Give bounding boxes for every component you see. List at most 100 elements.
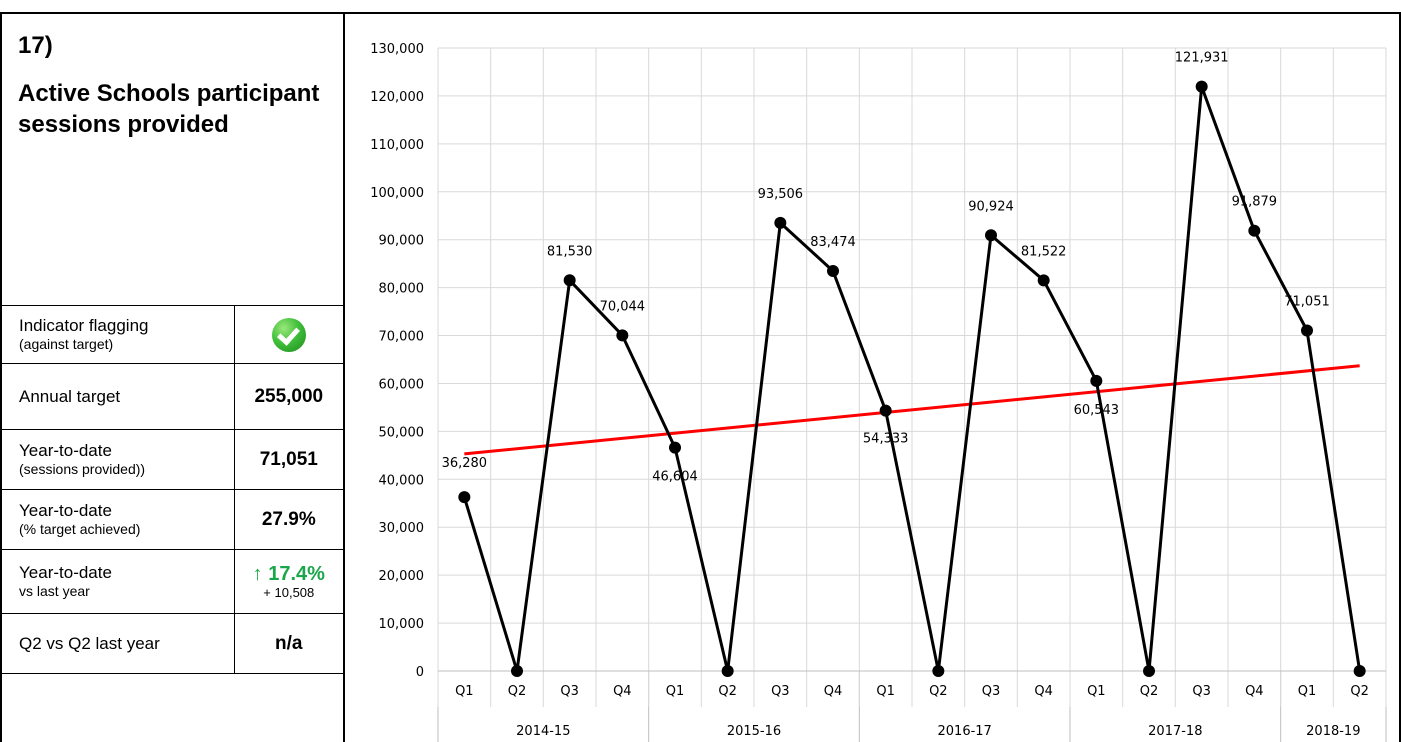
x-tick-label: Q2 xyxy=(1350,684,1369,699)
kpi-ytd-vs-diff: + 10,508 xyxy=(263,584,315,600)
group-label: 2017-18 xyxy=(1148,724,1202,739)
x-tick-label: Q4 xyxy=(824,684,843,699)
kpi-ytd-vs-label: Year-to-date xyxy=(19,563,112,582)
kpi-q2-label: Q2 vs Q2 last year xyxy=(19,633,160,653)
x-tick-label: Q1 xyxy=(1298,684,1317,699)
x-tick-label: Q3 xyxy=(1192,684,1211,699)
indicator-number: 17) xyxy=(18,32,53,59)
kpi-row-annual-target: Annual target 255,000 xyxy=(0,363,345,430)
kpi-annual-target-label: Annual target xyxy=(19,386,121,406)
x-tick-label: Q1 xyxy=(666,684,685,699)
x-tick-label: Q3 xyxy=(560,684,579,699)
kpi-row-ytd-pct: Year-to-date (% target achieved) 27.9% xyxy=(0,489,345,550)
y-tick-label: 40,000 xyxy=(379,473,425,488)
series-line xyxy=(462,85,1362,673)
data-point xyxy=(879,404,892,417)
right-border xyxy=(1399,14,1401,742)
data-label: 46,604 xyxy=(652,470,698,485)
x-tick-label: Q2 xyxy=(929,684,948,699)
y-tick-label: 60,000 xyxy=(379,377,425,392)
data-label: 91,879 xyxy=(1232,195,1278,210)
data-point xyxy=(1353,665,1366,677)
group-label: 2016-17 xyxy=(938,724,992,739)
green-check-icon xyxy=(271,317,306,352)
x-tick-label: Q3 xyxy=(771,684,790,699)
data-point xyxy=(616,329,629,342)
x-tick-label: Q4 xyxy=(613,684,632,699)
x-tick-label: Q4 xyxy=(1034,684,1053,699)
x-tick-label: Q1 xyxy=(1087,684,1106,699)
y-tick-label: 120,000 xyxy=(370,90,424,105)
kpi-ytd-pct-value: 27.9% xyxy=(233,489,345,550)
x-tick-label: Q2 xyxy=(718,684,737,699)
y-tick-label: 70,000 xyxy=(379,330,425,345)
y-tick-label: 10,000 xyxy=(379,617,425,632)
data-point xyxy=(932,665,945,677)
x-tick-label: Q3 xyxy=(982,684,1001,699)
data-label: 121,931 xyxy=(1175,51,1229,66)
y-tick-label: 0 xyxy=(416,665,424,680)
kpi-q2-value: n/a xyxy=(233,613,345,674)
sessions-line-chart: 0 10,000 20,000 30,000 40,000 50,000 60,000 70,… xyxy=(370,42,1387,742)
y-tick-label: 80,000 xyxy=(379,282,425,297)
kpi-ytd-pct-sub: (% target achieved) xyxy=(19,521,141,537)
data-label: 90,924 xyxy=(968,199,1014,214)
kpi-ytd-sessions-label: Year-to-date xyxy=(19,441,112,460)
data-label: 54,333 xyxy=(863,432,909,447)
data-point xyxy=(1195,80,1208,93)
data-point xyxy=(511,665,523,677)
y-tick-label: 50,000 xyxy=(379,425,425,440)
indicator-header: 17) Active Schools participant sessions … xyxy=(18,28,338,140)
kpi-row-ytd-sessions: Year-to-date (sessions provided)) 71,051 xyxy=(0,429,345,490)
indicator-title: Active Schools participant sessions prov… xyxy=(18,80,320,138)
kpi-ytd-vs-change: 17.4% xyxy=(268,562,325,585)
kpi-annual-target-value: 255,000 xyxy=(233,363,345,430)
data-point xyxy=(1301,324,1313,337)
data-point xyxy=(721,665,734,677)
data-point xyxy=(1090,374,1103,387)
data-label: 60,543 xyxy=(1074,403,1120,418)
data-point xyxy=(563,274,576,287)
trendline xyxy=(464,364,1360,456)
data-point xyxy=(1037,274,1050,287)
top-border xyxy=(0,0,1401,14)
y-tick-label: 110,000 xyxy=(370,138,424,153)
data-point xyxy=(774,216,787,229)
kpi-ytd-sessions-sub: (sessions provided)) xyxy=(19,461,146,477)
data-label: 83,474 xyxy=(810,235,856,250)
kpi-flagging-label: Indicator flagging xyxy=(19,316,149,335)
kpi-flagging-sub: (against target) xyxy=(19,336,114,352)
x-tick-label: Q1 xyxy=(876,684,895,699)
group-label: 2018-19 xyxy=(1306,724,1360,739)
data-label: 81,522 xyxy=(1021,244,1067,259)
kpi-ytd-vs-sub: vs last year xyxy=(19,583,90,599)
kpi-table: Indicator flagging (against target) Annu… xyxy=(0,305,345,674)
kpi-row-ytd-vs-last-year: Year-to-date vs last year ↑ 17.4% + 10,5… xyxy=(0,549,345,614)
y-tick-label: 90,000 xyxy=(379,234,425,249)
x-tick-label: Q4 xyxy=(1245,684,1264,699)
data-point xyxy=(1248,224,1261,237)
data-label: 81,530 xyxy=(547,244,593,259)
data-point xyxy=(827,264,839,277)
y-tick-label: 130,000 xyxy=(370,42,424,57)
data-label: 71,051 xyxy=(1284,295,1330,310)
arrow-up-icon: ↑ xyxy=(252,562,263,585)
x-tick-label: Q2 xyxy=(1140,684,1159,699)
data-point xyxy=(669,441,681,454)
y-tick-label: 30,000 xyxy=(379,521,425,536)
kpi-row-q2-vs-q2: Q2 vs Q2 last year n/a xyxy=(0,613,345,674)
y-tick-label: 20,000 xyxy=(379,569,425,584)
x-tick-label: Q2 xyxy=(508,684,527,699)
y-tick-label: 100,000 xyxy=(370,186,424,201)
group-label: 2015-16 xyxy=(727,724,781,739)
group-label: 2014-15 xyxy=(516,724,570,739)
kpi-ytd-pct-label: Year-to-date xyxy=(19,501,112,520)
data-label: 36,280 xyxy=(442,456,488,471)
data-label: 93,506 xyxy=(758,187,804,202)
data-point xyxy=(458,491,471,504)
data-label: 70,044 xyxy=(600,299,646,314)
x-tick-label: Q1 xyxy=(455,684,474,699)
data-point xyxy=(1143,665,1155,677)
kpi-ytd-sessions-value: 71,051 xyxy=(233,429,345,490)
